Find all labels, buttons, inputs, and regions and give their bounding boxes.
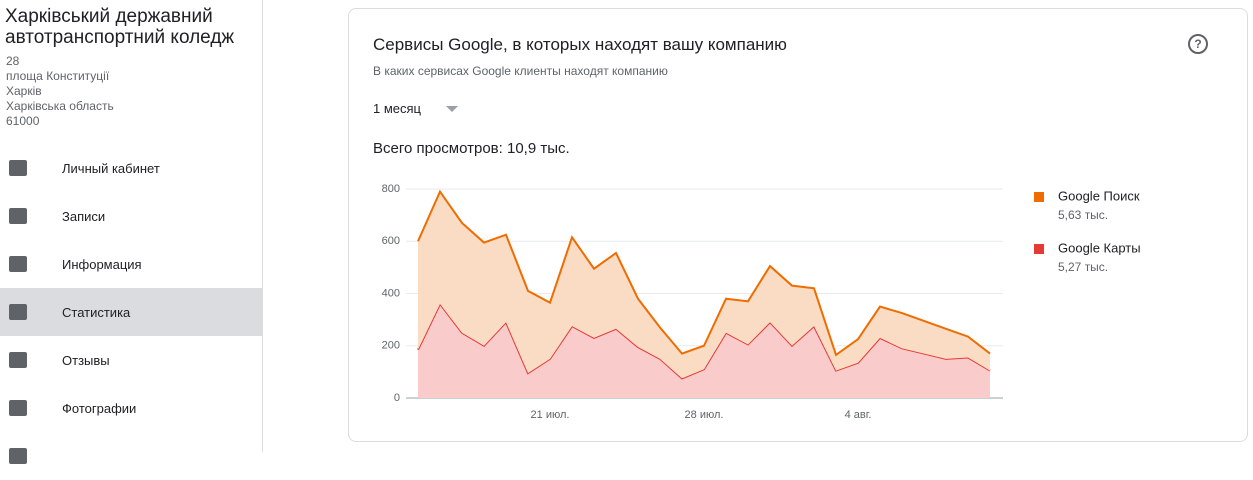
x-tick-label: 21 июл.	[531, 409, 570, 421]
card	[348, 8, 1248, 442]
address: 28 площа Конституції Харків Харківська обла…	[6, 54, 114, 129]
period-select[interactable]: 1 месяц	[373, 101, 421, 116]
dropdown-arrow[interactable]	[446, 106, 458, 112]
menu-item[interactable]: Записи	[0, 192, 262, 240]
area	[418, 191, 990, 379]
x-tick-label: 4 авг.	[845, 409, 872, 421]
legend-total: 5,63 тыс.	[1058, 208, 1108, 222]
icon	[9, 352, 27, 368]
icon	[9, 160, 27, 176]
y-tick-label: 200	[382, 340, 400, 352]
help-icon[interactable]	[1188, 34, 1208, 54]
menu-item[interactable]: Статистика	[0, 288, 262, 336]
card-title: Сервисы Google, в которых находят вашу к…	[373, 35, 787, 54]
help-icon[interactable]: ?	[1194, 37, 1201, 51]
y-tick-label: 800	[382, 183, 400, 195]
menu-label: Отзывы	[62, 352, 110, 368]
address-line: площа Конституції	[6, 69, 110, 83]
address-line: Харків	[6, 84, 42, 98]
legend-total: 5,27 тыс.	[1058, 260, 1108, 274]
menu-label: Фотографии	[62, 400, 137, 416]
card-subtitle: В каких сервисах Google клиенты находят …	[373, 64, 668, 78]
address-line: Харківська область	[6, 99, 114, 113]
icon	[9, 256, 27, 272]
line	[417, 189, 991, 357]
menu-label: Записи	[62, 208, 106, 224]
sidebar: Харківський державний автотранспортний к…	[0, 0, 263, 464]
icon	[9, 400, 27, 416]
page: Харківський державний автотранспортний к…	[0, 0, 1248, 464]
menu-item[interactable]: Личный кабинет	[0, 144, 262, 192]
legend-label: Google Карты	[1058, 240, 1141, 255]
legend-label: Google Поиск	[1058, 188, 1140, 203]
menu-label: Личный кабинет	[62, 160, 160, 176]
menu-item[interactable]: Отзывы	[0, 336, 262, 384]
business-name: Харківський державний автотранспортний к…	[5, 6, 235, 48]
total-views: Всего просмотров: 10,9 тыс.	[373, 140, 570, 157]
x-tick-label: 28 июл.	[685, 409, 724, 421]
area	[418, 303, 990, 398]
menu-label: Информация	[62, 256, 142, 272]
menu-item[interactable]: Информация	[0, 240, 262, 288]
y-tick-label: 600	[382, 235, 400, 247]
y-tick-label: 400	[382, 287, 400, 299]
chart: ? 0 200 400 600 800 21 июл. 28 июл. 4 авг. Googl…	[382, 34, 1208, 421]
y-tick-label: 0	[394, 392, 400, 404]
legend-swatch	[1034, 192, 1044, 202]
menu-label: Статистика	[62, 304, 131, 320]
icon	[9, 304, 27, 320]
legend-swatch	[1034, 244, 1044, 254]
address-line: 61000	[6, 114, 40, 128]
menu-item[interactable]: Фотографии	[0, 384, 262, 432]
address-line: 28	[6, 54, 20, 68]
icon	[9, 208, 27, 224]
